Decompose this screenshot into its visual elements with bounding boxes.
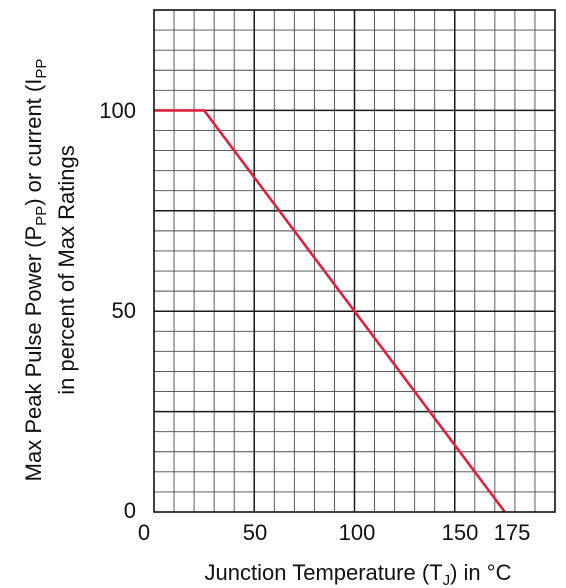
x-tick-label-50: 50 — [243, 520, 267, 545]
x-tick-label-100: 100 — [339, 520, 376, 545]
x-tick-label-0: 0 — [138, 520, 150, 545]
y-tick-label-0: 0 — [124, 498, 136, 523]
y-axis-title-line2: in percent of Max Ratings — [54, 145, 79, 394]
series-layer — [154, 109, 506, 513]
derating-curve-line — [154, 109, 506, 513]
y-tick-label-100: 100 — [99, 98, 136, 123]
x-tick-labels: 0 50 100 150 175 — [138, 520, 530, 545]
y-tick-label-50: 50 — [112, 298, 136, 323]
grid-major — [154, 10, 555, 512]
plot-frame — [153, 9, 556, 513]
x-tick-label-175: 175 — [494, 520, 531, 545]
y-axis-title-line1: Max Peak Pulse Power (PPP) or current (I… — [21, 59, 50, 482]
y-tick-labels: 100 50 0 — [99, 98, 136, 523]
x-tick-label-150: 150 — [442, 520, 479, 545]
x-axis-title: Junction Temperature (TJ) in °C — [205, 560, 512, 588]
